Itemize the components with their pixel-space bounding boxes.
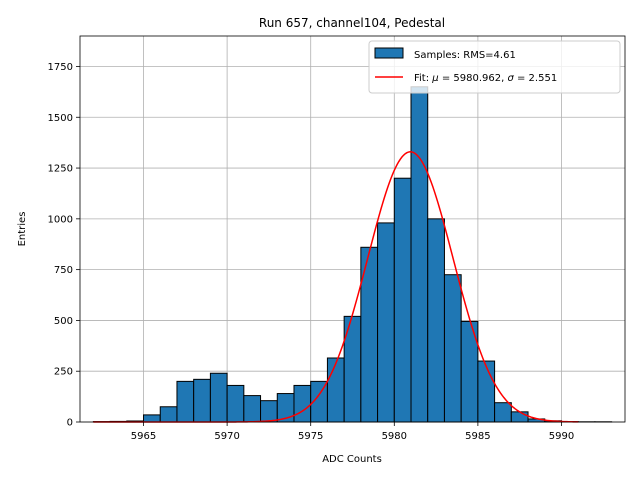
histogram-bar <box>143 414 161 423</box>
x-tick-label-3: 5980 <box>382 431 407 442</box>
histogram-bar <box>209 372 228 423</box>
histogram-bar <box>393 177 412 423</box>
y-axis-ticks: 0 250 500 750 1000 1250 1500 1750 <box>48 62 80 429</box>
x-axis-label: ADC Counts <box>322 454 382 465</box>
histogram-bar <box>260 400 278 423</box>
histogram-bar <box>193 378 211 423</box>
x-axis-ticks: 5965 5970 5975 5980 5985 5990 <box>131 422 574 442</box>
y-tick-label-4: 1000 <box>48 214 73 225</box>
histogram-bar <box>159 406 178 423</box>
legend-frame <box>368 40 621 94</box>
legend-histogram-swatch <box>374 47 404 59</box>
histogram-bar <box>477 360 496 423</box>
y-axis-label: Entries <box>17 212 28 247</box>
histogram-bar <box>443 274 462 423</box>
legend-fit-label: Fit: μ = 5980.962, σ = 2.551 <box>414 73 557 84</box>
histogram-bar <box>226 384 245 423</box>
histogram-bars <box>92 86 613 423</box>
legend-histogram-label: Samples: RMS=4.61 <box>414 50 516 61</box>
y-tick-label-6: 1500 <box>48 113 73 124</box>
x-tick-label-4: 5985 <box>465 431 490 442</box>
y-tick-label-0: 0 <box>67 418 73 429</box>
histogram-bar <box>326 357 345 423</box>
histogram-bar <box>410 86 429 423</box>
histogram-bar <box>243 395 262 423</box>
x-tick-label-5: 5990 <box>549 431 574 442</box>
legend-fit-sigma-value: = 2.551 <box>514 73 557 84</box>
histogram-bar <box>510 411 529 423</box>
histogram-bar <box>176 380 195 423</box>
axes-frame <box>79 35 626 423</box>
y-tick-label-7: 1750 <box>48 62 73 73</box>
legend-fit-sigma-symbol: σ <box>507 73 514 84</box>
y-tick-label-5: 1250 <box>48 164 73 175</box>
histogram-bar <box>377 222 395 423</box>
legend-fit-prefix: Fit: <box>414 73 432 84</box>
legend-fit-mu-value: = 5980.962, <box>439 73 508 84</box>
x-tick-label-0: 5965 <box>131 431 156 442</box>
y-tick-label-3: 750 <box>54 265 73 276</box>
y-tick-label-2: 500 <box>54 316 73 327</box>
x-tick-label-1: 5970 <box>214 431 239 442</box>
x-tick-label-2: 5975 <box>298 431 323 442</box>
histogram-bar <box>494 402 512 423</box>
legend-fit-mu-symbol: μ <box>431 73 438 84</box>
legend: Samples: RMS=4.61 Fit: μ = 5980.962, σ =… <box>368 40 621 94</box>
histogram-bar <box>427 218 445 423</box>
y-tick-label-1: 250 <box>54 367 73 378</box>
chart-title: Run 657, channel104, Pedestal <box>259 16 445 30</box>
histogram-bar <box>293 384 312 423</box>
